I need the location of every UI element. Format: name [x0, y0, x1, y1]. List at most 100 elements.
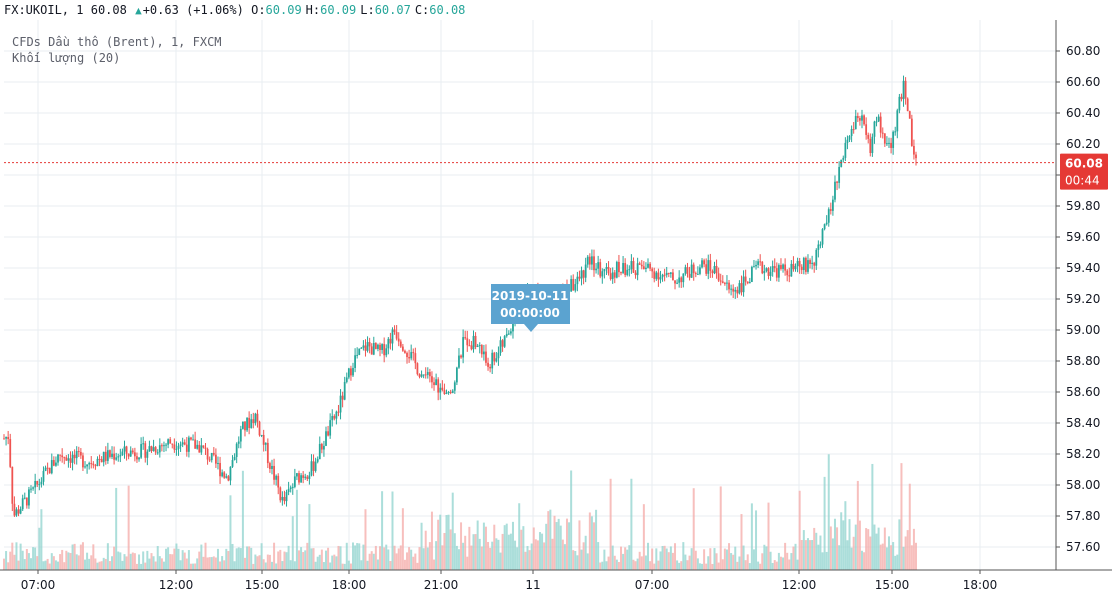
candle-body: [746, 281, 749, 284]
volume-bar: [154, 561, 157, 570]
volume-bar: [497, 539, 500, 570]
volume-bar: [563, 544, 566, 570]
candle-body: [152, 447, 155, 451]
volume-bar: [412, 556, 415, 570]
candle-body: [844, 142, 847, 158]
low-value: 60.07: [374, 3, 411, 17]
candle-body: [269, 463, 271, 469]
candle-body: [144, 443, 147, 458]
volume-bar: [9, 551, 12, 570]
volume-bar: [786, 552, 789, 570]
candle-body: [476, 345, 479, 347]
volume-bar: [447, 514, 450, 570]
volume-bar: [165, 548, 168, 570]
candle-body: [146, 451, 149, 458]
volume-bar: [590, 516, 593, 570]
volume-bar: [875, 533, 878, 570]
volume-bar: [113, 546, 116, 570]
volume-bar: [84, 559, 87, 570]
candle-body: [852, 129, 855, 131]
candle-body: [871, 136, 874, 154]
candle-body: [335, 411, 338, 419]
volume-bar: [615, 559, 618, 570]
volume-bar: [335, 556, 338, 570]
candle-body: [25, 497, 28, 506]
volume-bar: [576, 555, 579, 570]
volume-bar: [48, 563, 51, 570]
symbol-header: FX:UKOIL, 1 60.08 ▲+0.63 (+1.06%) O:60.0…: [0, 0, 1112, 20]
candle-body: [647, 263, 649, 268]
volume-bar: [547, 511, 550, 570]
volume-bar: [61, 549, 64, 570]
candle-body: [77, 451, 80, 453]
volume-bar: [651, 548, 654, 570]
candle-body: [372, 343, 375, 355]
tooltip-box: [491, 284, 570, 324]
volume-bar: [216, 548, 219, 570]
candle-body: [102, 451, 105, 463]
candle-body: [765, 268, 768, 272]
candle-body: [165, 444, 167, 446]
candle-body: [233, 457, 236, 461]
candle-body: [3, 438, 5, 440]
candle-body: [212, 452, 215, 455]
volume-bar: [433, 559, 436, 570]
volume-bar: [162, 561, 165, 570]
candle-body: [825, 222, 828, 225]
candle-body: [426, 372, 429, 375]
chart-legend: CFDs Dầu thô (Brent), 1, FXCM Khối lượng…: [12, 34, 222, 66]
volume-bar: [545, 523, 548, 570]
candle-body: [181, 442, 184, 445]
candle-body: [136, 456, 138, 460]
volume-bar: [734, 546, 737, 570]
volume-bar: [607, 556, 610, 570]
volume-bar: [339, 546, 342, 570]
volume-bar: [308, 504, 311, 570]
candle-body: [389, 338, 392, 344]
candle-body: [584, 264, 587, 278]
volume-bar: [686, 560, 689, 570]
candle-body: [320, 443, 323, 450]
volume-bar: [549, 509, 552, 570]
volume-bar: [393, 545, 396, 570]
volume-bar: [530, 543, 533, 570]
candle-body: [177, 445, 180, 449]
volume-bar: [111, 556, 114, 570]
volume-bar: [570, 470, 573, 570]
volume-bar: [684, 554, 687, 570]
candle-body: [763, 271, 766, 274]
candle-body: [377, 344, 379, 349]
volume-bar: [208, 557, 211, 570]
candle-body: [428, 372, 431, 377]
volume-bar: [329, 562, 332, 570]
volume-bar: [395, 553, 398, 570]
x-tick-label: 15:00: [245, 578, 280, 592]
candle-body: [283, 496, 286, 502]
candle-body: [611, 272, 614, 280]
candle-body: [703, 260, 706, 265]
volume-bar: [322, 562, 325, 570]
candle-body: [744, 276, 747, 282]
volume-bar: [771, 562, 774, 570]
candle-body: [167, 439, 170, 445]
volume-bar: [777, 552, 780, 570]
volume-bar: [624, 547, 627, 570]
volume-bar: [647, 542, 650, 570]
candle-body: [106, 450, 109, 461]
volume-bar: [809, 540, 812, 570]
x-tick-label: 12:00: [159, 578, 194, 592]
volume-bar: [125, 556, 128, 570]
volume-bar: [742, 545, 745, 570]
volume-bar: [671, 552, 674, 570]
volume-bar: [106, 543, 109, 570]
candle-body: [291, 486, 294, 488]
volume-bar: [867, 529, 870, 570]
y-tick-label: 58.20: [1066, 447, 1100, 461]
candle-body: [443, 389, 446, 394]
candle-body: [356, 354, 359, 356]
volume-bar: [482, 522, 485, 570]
candle-body: [790, 263, 793, 277]
volume-bar: [449, 529, 452, 570]
candle-body: [640, 264, 643, 267]
